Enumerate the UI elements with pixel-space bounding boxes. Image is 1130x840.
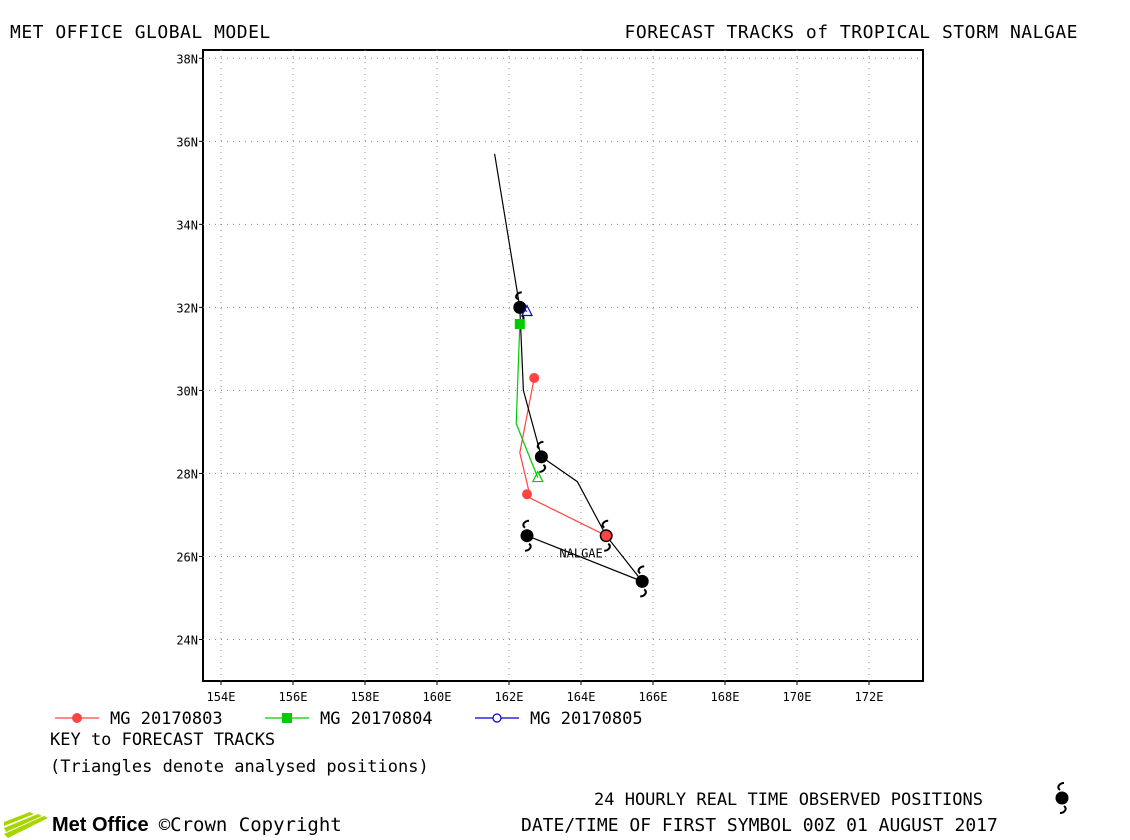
met-office-logo: Met Office ©Crown Copyright [4, 810, 342, 840]
observed-positions-note: 24 HOURLY REAL TIME OBSERVED POSITIONS [594, 790, 983, 810]
storm-symbol-icon [1054, 782, 1070, 814]
forecast-marker-square [514, 318, 525, 329]
legend-item-label: MG 20170805 [530, 709, 643, 729]
lon-tick-label: 170E [783, 690, 812, 704]
model-name: MET OFFICE GLOBAL MODEL [10, 22, 271, 43]
copyright: ©Crown Copyright [158, 814, 342, 836]
lon-tick-label: 164E [567, 690, 596, 704]
legend [55, 713, 519, 723]
grid-lines [203, 50, 923, 681]
lon-tick-label: 166E [639, 690, 668, 704]
storm-name-label: NALGAE [559, 546, 602, 560]
lon-tick-label: 158E [351, 690, 380, 704]
lon-tick-label: 160E [423, 690, 452, 704]
track-layer: NALGAE [494, 153, 650, 598]
lat-tick-label: 26N [176, 550, 198, 564]
chart-title: FORECAST TRACKS of TROPICAL STORM NALGAE [624, 22, 1078, 43]
forecast-marker-circle [529, 372, 540, 383]
key-note: (Triangles denote analysed positions) [50, 757, 429, 777]
lat-tick-label: 30N [176, 384, 198, 398]
logo-swoosh-icon [4, 812, 48, 838]
storm-position-symbol [533, 440, 549, 473]
lon-tick-label: 172E [855, 690, 884, 704]
legend-marker [492, 713, 502, 723]
first-symbol-datetime: DATE/TIME OF FIRST SYMBOL 00Z 01 AUGUST … [521, 815, 998, 836]
lon-tick-label: 168E [711, 690, 740, 704]
lat-tick-label: 34N [176, 218, 198, 232]
lon-tick-label: 156E [279, 690, 308, 704]
map-frame [202, 49, 924, 682]
analysed-position-triangle [531, 470, 544, 483]
storm-position-symbol [634, 565, 650, 598]
logo-name: Met Office [52, 813, 149, 836]
legend-marker [72, 713, 82, 723]
lon-tick-label: 154E [207, 690, 236, 704]
lon-tick-label: 162E [495, 690, 524, 704]
lat-tick-label: 32N [176, 301, 198, 315]
lat-tick-label: 24N [176, 633, 198, 647]
legend-item-label: MG 20170804 [320, 709, 433, 729]
axis-ticks: 154E 156E 158E 160E 162E 164E 166E 168E 170E 172E… [176, 52, 883, 704]
legend-marker [282, 713, 292, 723]
lat-tick-label: 38N [176, 52, 198, 66]
lat-tick-label: 28N [176, 467, 198, 481]
legend-item-label: MG 20170803 [110, 709, 223, 729]
forecast-track-line [519, 377, 607, 537]
storm-position-symbol [519, 519, 535, 552]
forecast-track-line [515, 323, 539, 478]
forecast-marker-circle [601, 530, 612, 541]
key-title: KEY to FORECAST TRACKS [50, 730, 276, 750]
forecast-marker-circle [522, 489, 532, 500]
lat-tick-label: 36N [176, 135, 198, 149]
analysed-position-triangle [521, 304, 533, 317]
